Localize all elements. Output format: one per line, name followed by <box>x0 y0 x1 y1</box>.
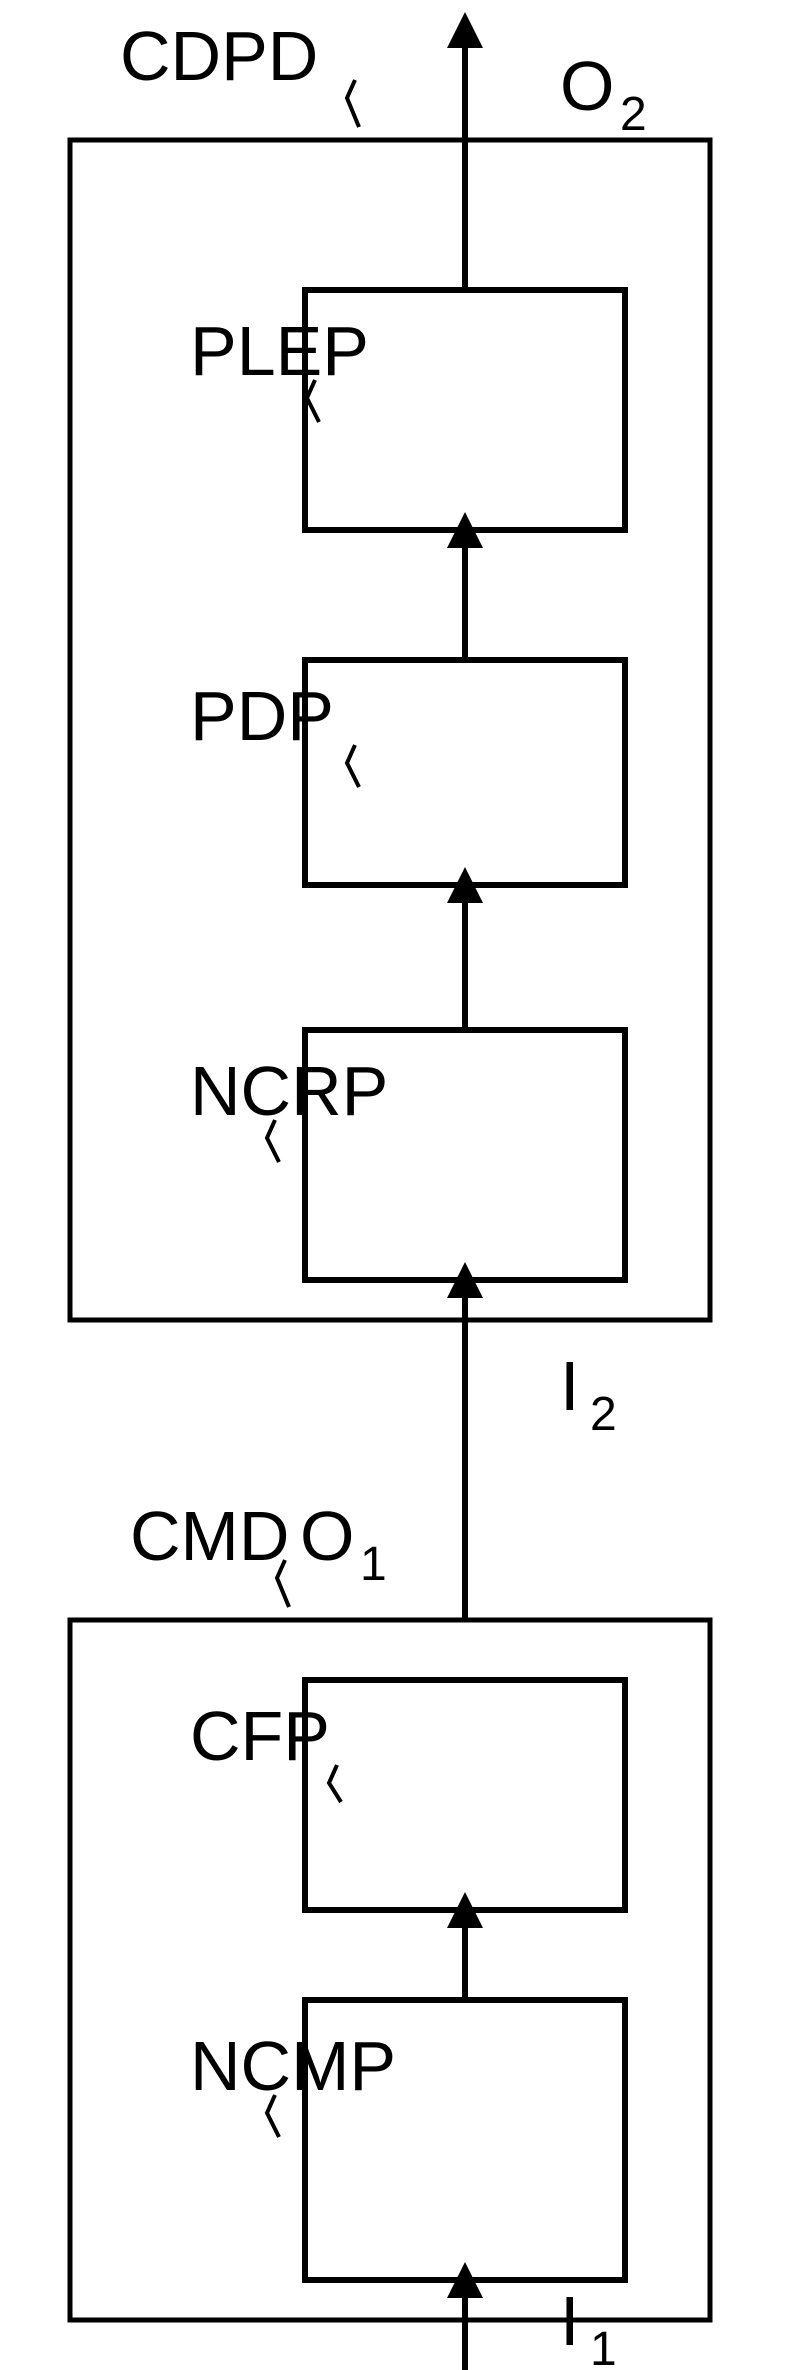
i1-main: I <box>560 2282 579 2360</box>
o1-main: O <box>300 1497 354 1575</box>
o2-main: O <box>560 47 614 125</box>
i2-sub: 2 <box>590 1388 617 1441</box>
cmd-label: CMD <box>130 1497 289 1575</box>
o1-sub: 1 <box>360 1538 387 1591</box>
plep-label: PLEP <box>190 312 369 390</box>
cdpd-label: CDPD <box>120 17 318 95</box>
i1-sub: 1 <box>590 2323 617 2370</box>
pdp-label: PDP <box>190 677 334 755</box>
i2-main: I <box>560 1347 579 1425</box>
o2-sub: 2 <box>620 88 647 141</box>
cfp-label: CFP <box>190 1697 330 1775</box>
background <box>0 0 807 2370</box>
ncmp-label: NCMP <box>190 2027 396 2105</box>
ncrp-label: NCRP <box>190 1052 388 1130</box>
